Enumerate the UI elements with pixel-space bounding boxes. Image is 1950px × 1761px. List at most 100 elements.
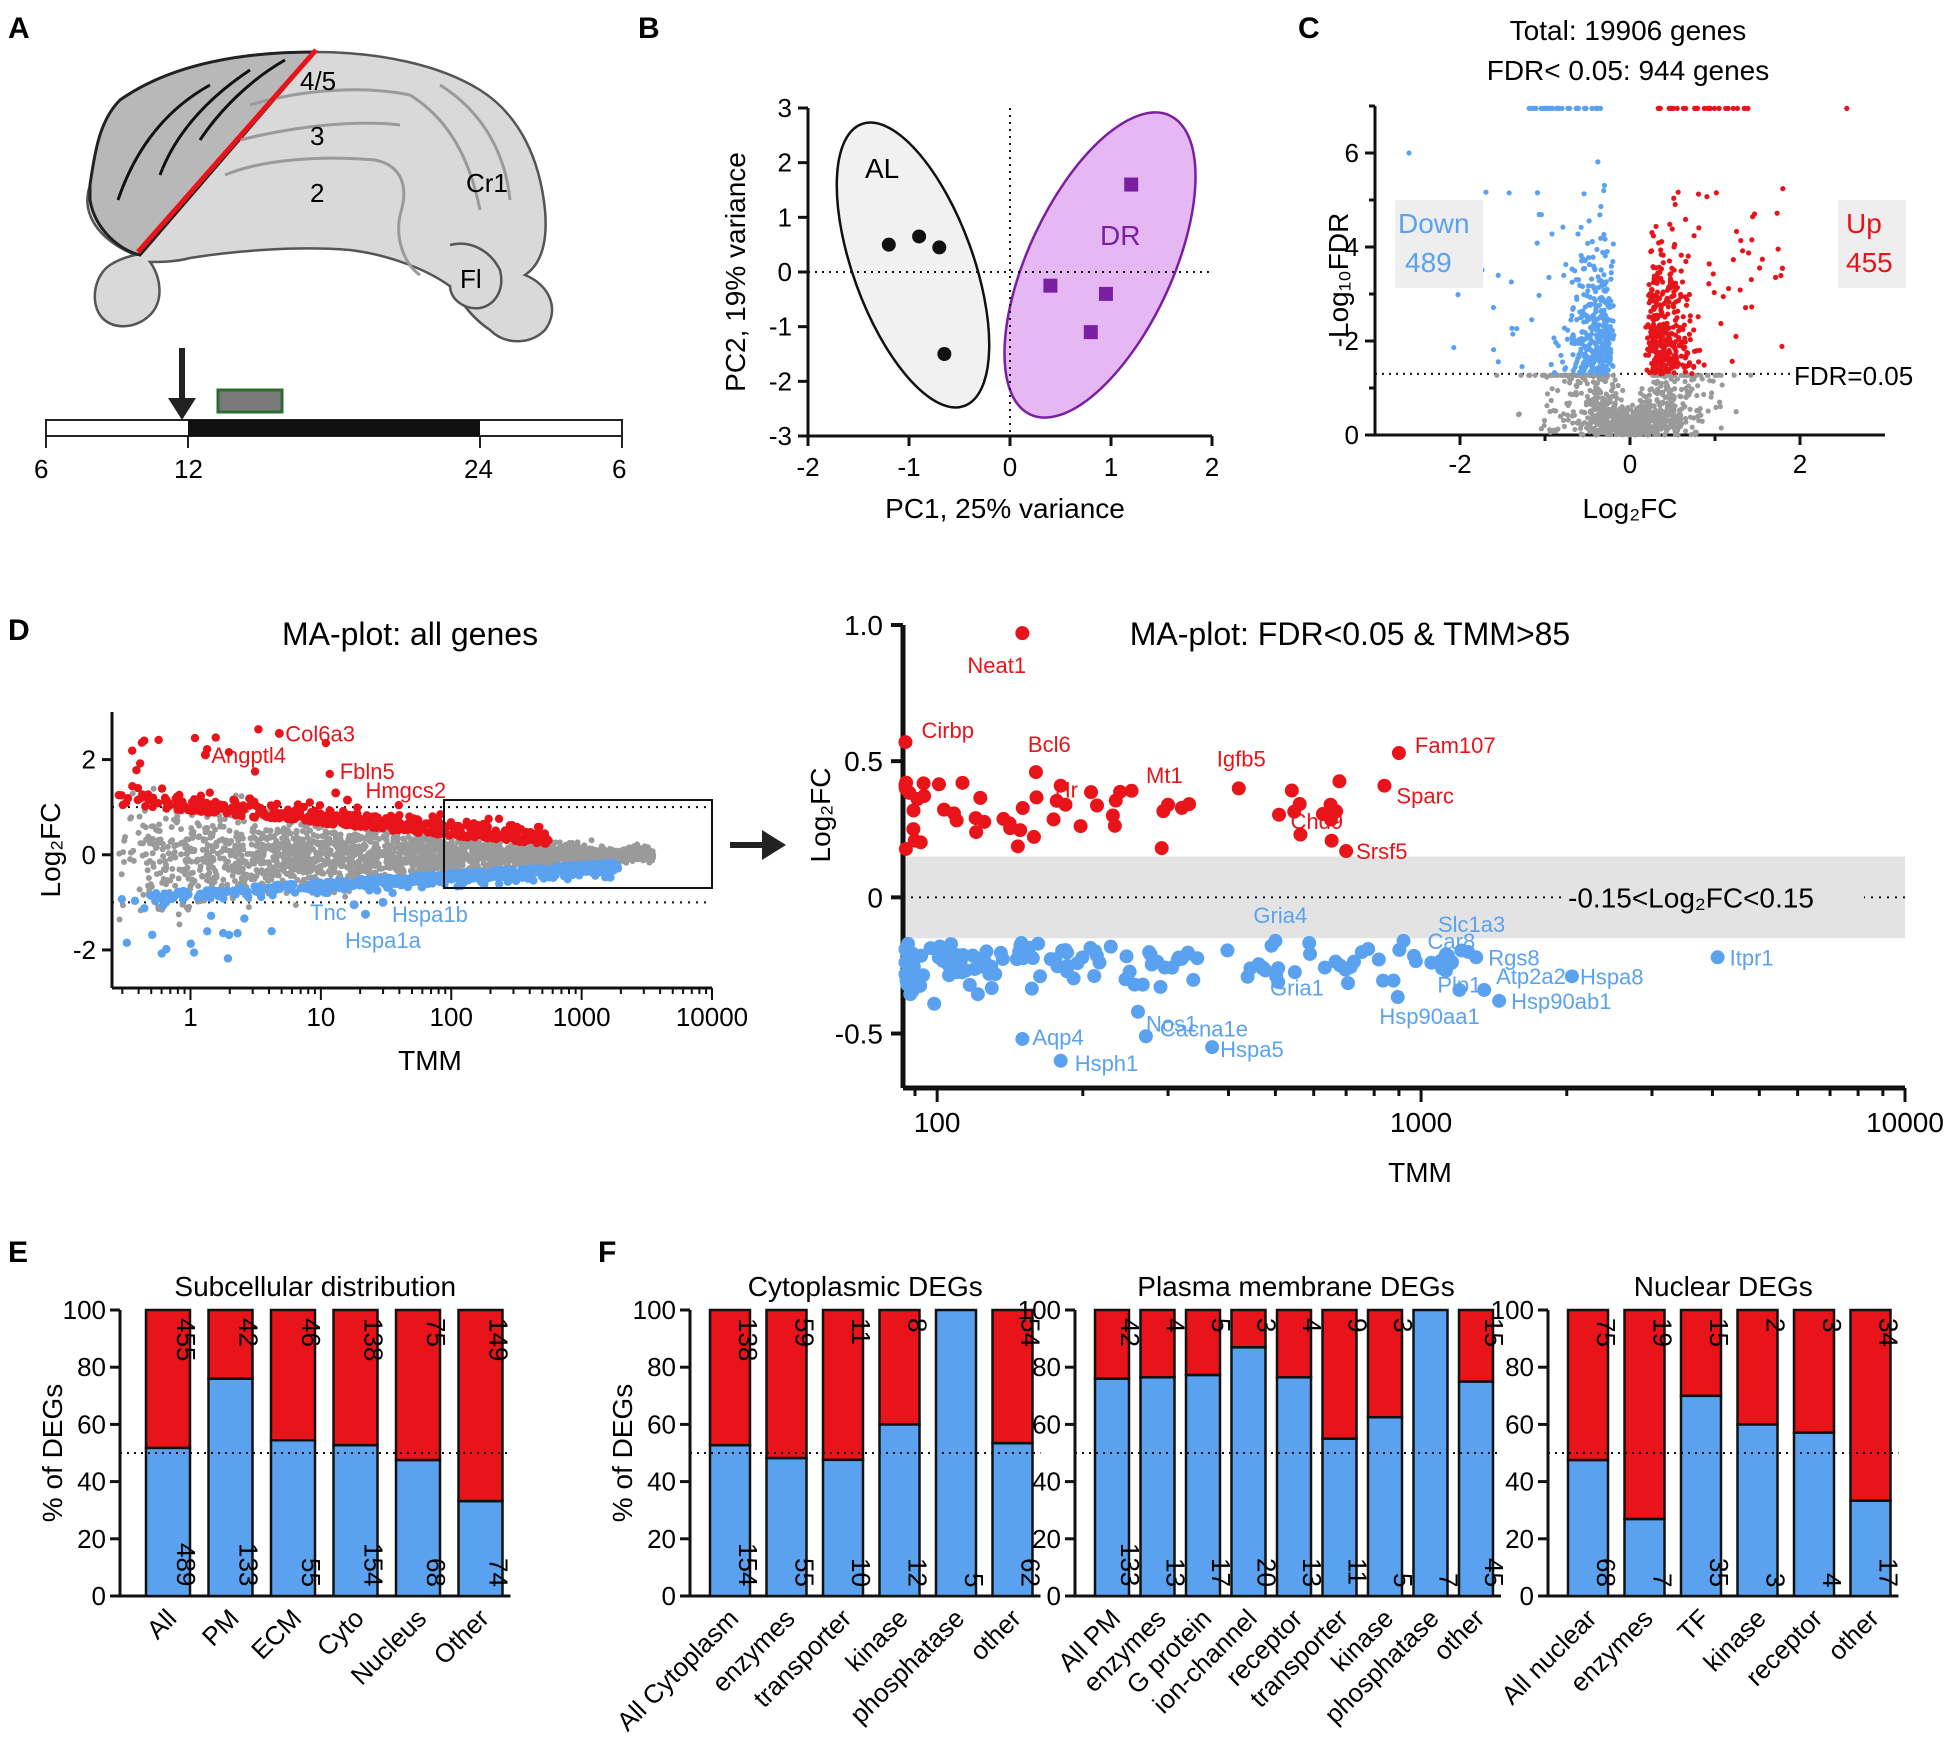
ns-point — [199, 873, 206, 880]
ns-point — [116, 916, 123, 923]
y-tick-label: -1 — [769, 312, 792, 342]
ns-point — [188, 825, 195, 832]
up-point — [1673, 348, 1679, 355]
y-tick-label: 2 — [1345, 326, 1359, 356]
down-point — [1569, 266, 1575, 272]
up-point — [250, 767, 260, 776]
ns-point — [357, 847, 364, 854]
ns-point — [238, 793, 245, 800]
up-point — [347, 815, 356, 824]
up-point — [1706, 261, 1712, 267]
ns-point — [1597, 402, 1603, 408]
up-point — [1711, 289, 1717, 296]
ns-point — [613, 850, 620, 857]
ns-point — [1560, 417, 1567, 423]
up-point — [203, 806, 213, 816]
down-point — [1599, 283, 1605, 289]
ns-point — [573, 855, 580, 862]
up-point — [123, 794, 133, 803]
ns-point — [176, 866, 183, 873]
down-point — [1601, 231, 1607, 238]
x-tick-label: 100 — [430, 1002, 473, 1032]
ns-point — [274, 829, 281, 836]
ns-point — [1682, 428, 1689, 434]
up-point — [1652, 363, 1658, 369]
up-point — [1745, 250, 1752, 256]
ns-point — [1666, 395, 1672, 402]
up-point — [1682, 335, 1688, 341]
up-point — [1680, 314, 1686, 320]
ns-point — [182, 844, 189, 851]
ns-point — [478, 848, 485, 855]
down-point — [1577, 282, 1583, 288]
up-point — [1738, 237, 1744, 244]
ns-point — [283, 870, 290, 877]
up-point — [541, 839, 551, 848]
ns-point — [146, 840, 153, 847]
down-point — [1604, 248, 1610, 255]
up-point — [154, 735, 163, 745]
ns-point — [196, 833, 203, 840]
x-tick-label: 10 — [306, 1002, 335, 1032]
ns-point — [636, 852, 643, 859]
up-point — [1684, 296, 1690, 303]
ns-point — [1677, 423, 1684, 429]
up-point — [1689, 370, 1695, 377]
up-point — [1658, 371, 1664, 377]
ns-point — [1643, 399, 1650, 405]
ns-point — [1544, 403, 1550, 409]
y-tick-label: 0 — [778, 257, 792, 287]
ns-point — [1636, 415, 1642, 421]
down-point — [1610, 241, 1616, 247]
up-point — [153, 799, 163, 808]
ns-point — [1587, 399, 1593, 405]
al-point — [881, 237, 896, 252]
ns-point — [1547, 429, 1553, 435]
ns-point — [405, 853, 412, 860]
ns-point — [1591, 406, 1598, 412]
ns-point — [469, 860, 476, 867]
ns-point — [307, 827, 314, 834]
x-tick-label: 1000 — [553, 1002, 611, 1032]
down-point — [388, 888, 397, 898]
ns-point — [446, 843, 453, 850]
up-point — [391, 813, 401, 823]
al-point — [932, 240, 947, 255]
ns-point — [145, 874, 152, 881]
down-point — [1587, 347, 1594, 353]
ns-point — [1575, 378, 1581, 384]
down-point — [1553, 339, 1559, 346]
up-point — [1667, 365, 1674, 372]
ns-point — [129, 790, 136, 797]
down-point — [1602, 320, 1608, 327]
ns-point — [576, 848, 583, 855]
ns-point — [249, 828, 256, 835]
timeline-tick: 6 — [34, 454, 48, 484]
up-point — [190, 733, 200, 743]
up-point — [1649, 287, 1655, 293]
down-point — [1574, 358, 1580, 364]
ns-point — [1710, 378, 1716, 384]
ns-point — [263, 827, 270, 834]
ns-point — [492, 853, 499, 860]
down-point — [1591, 318, 1597, 324]
ns-point — [1634, 425, 1641, 431]
down-point — [1610, 363, 1616, 369]
ns-point — [1591, 390, 1597, 396]
up-point — [1644, 367, 1650, 373]
up-point — [178, 797, 187, 806]
ns-point — [435, 839, 442, 846]
ns-point — [443, 853, 450, 860]
ns-point — [1617, 418, 1623, 424]
ns-point — [424, 844, 431, 851]
ns-point — [1572, 372, 1578, 378]
ns-point — [137, 840, 144, 847]
up-point — [1670, 301, 1676, 307]
up-point — [1691, 364, 1697, 370]
ns-point — [549, 855, 556, 862]
ns-point — [527, 852, 534, 859]
down-point — [1575, 231, 1581, 237]
ns-point — [188, 876, 195, 883]
ns-point — [290, 835, 297, 842]
up-point — [1686, 331, 1693, 337]
